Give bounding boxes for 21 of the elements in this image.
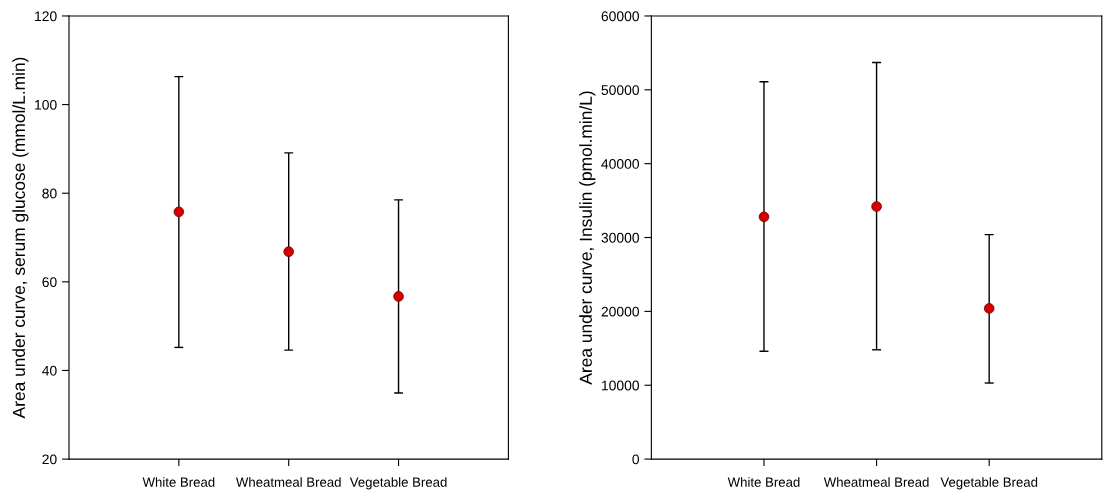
x-tick-label: Wheatmeal Bread (235, 477, 341, 487)
y-axis-title: Area under curve, serum glucose (mmol/L.min) (12, 57, 29, 419)
y-tick-label: 50000 (601, 85, 640, 95)
y-tick-label: 80 (42, 188, 57, 199)
x-tick-label: White Bread (727, 477, 800, 487)
y-tick-label: 30000 (601, 232, 640, 243)
y-tick-label: 0 (632, 454, 640, 465)
y-tick-label: 120 (35, 11, 57, 22)
y-tick-label: 60 (42, 277, 57, 287)
y-tick-label: 40000 (601, 159, 640, 169)
x-tick-label: Vegetable Bread (940, 477, 1038, 490)
y-tick-label: 20 (42, 454, 57, 465)
y-tick-label: 20000 (601, 306, 640, 317)
y-tick-label: 40 (42, 365, 57, 376)
y-tick-label: 60000 (601, 11, 640, 22)
x-tick-label: Wheatmeal Bread (823, 477, 929, 487)
x-tick-label: Vegetable Bread (349, 477, 447, 490)
y-axis-title: Area under curve, Insulin (pmol.min/L) (579, 91, 596, 385)
y-tick-label: 10000 (602, 380, 640, 391)
x-tick-label: White Bread (142, 477, 215, 487)
y-tick-label: 100 (35, 99, 57, 110)
